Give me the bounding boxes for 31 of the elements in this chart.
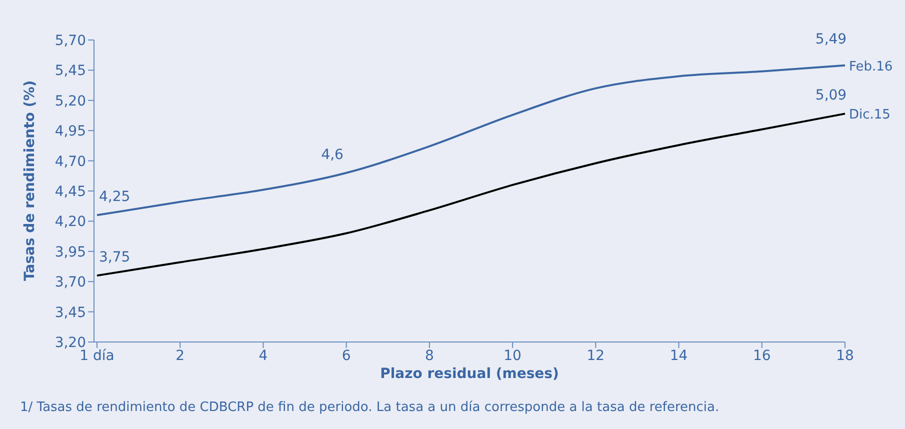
y-tick-label: 5,20: [54, 93, 86, 110]
y-tick-label: 4,20: [54, 214, 86, 230]
y-tick-label: 3,70: [54, 274, 86, 291]
data-label: 3,75: [99, 250, 130, 266]
x-tick-label: 16: [752, 348, 771, 364]
y-tick-label: 4,45: [54, 184, 86, 200]
line-series: [96, 64, 846, 216]
x-tick-label: 10: [504, 348, 522, 364]
data-label: 4,25: [99, 189, 130, 206]
y-tick-label: 4,70: [54, 154, 86, 170]
x-tick-label: 12: [586, 348, 605, 364]
x-tick-label: 4: [258, 348, 268, 364]
data-label: 5,09: [815, 88, 847, 104]
data-label: 5,49: [815, 31, 847, 48]
series-label: Dic.15: [849, 108, 890, 123]
series-label: Feb.16: [849, 59, 893, 74]
y-tick-label: 3,95: [54, 244, 86, 260]
y-tick-label: 5,45: [54, 63, 86, 80]
x-tick-label: 14: [670, 348, 688, 364]
y-tick-label: 4,95: [54, 124, 86, 140]
x-tick-label: 18: [836, 348, 854, 364]
y-tick-label: 3,45: [54, 304, 86, 321]
y-tick-label: 5,70: [54, 32, 86, 49]
x-tick-label: 2: [176, 348, 185, 364]
text: 1/ Tasas de rendimiento de CDBCRP de fin de periodo. La tasa a un día corresponde a la tasa de referencia.: [20, 400, 720, 415]
x-tick-label: 6: [342, 348, 351, 364]
x-tick-label: 8: [424, 348, 434, 364]
x-axis-title: Plazo residual (meses): [380, 366, 559, 382]
y-axis-title: Tasas de rendimiento (%): [22, 80, 38, 281]
data-label: 4,6: [321, 146, 344, 163]
line-series: [96, 112, 846, 277]
